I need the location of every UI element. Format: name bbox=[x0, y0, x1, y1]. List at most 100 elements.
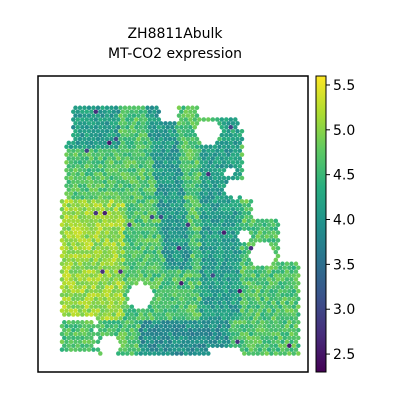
spot bbox=[208, 191, 213, 196]
spot bbox=[143, 281, 148, 286]
spot bbox=[118, 113, 123, 118]
spot bbox=[221, 253, 227, 259]
spot bbox=[68, 144, 74, 150]
spot bbox=[102, 257, 108, 263]
spot bbox=[217, 144, 222, 150]
spot bbox=[68, 183, 74, 189]
spot bbox=[118, 331, 123, 337]
spot bbox=[158, 331, 164, 337]
spot bbox=[147, 148, 153, 153]
spot bbox=[179, 187, 184, 192]
spot bbox=[257, 323, 263, 329]
spot bbox=[116, 281, 121, 286]
spot bbox=[233, 203, 238, 208]
spot bbox=[185, 144, 191, 150]
spot bbox=[183, 304, 189, 309]
spot bbox=[176, 277, 182, 282]
spot bbox=[179, 132, 184, 138]
spot bbox=[107, 242, 112, 247]
spot bbox=[158, 292, 164, 298]
spot bbox=[73, 277, 78, 282]
spot bbox=[86, 128, 92, 134]
spot bbox=[156, 125, 162, 130]
spot bbox=[138, 125, 144, 130]
spot bbox=[125, 132, 130, 138]
spot bbox=[156, 257, 162, 263]
spot bbox=[210, 265, 216, 270]
spot bbox=[264, 296, 270, 302]
spot bbox=[77, 199, 83, 204]
spot bbox=[98, 218, 103, 224]
spot bbox=[221, 269, 227, 274]
spot bbox=[131, 113, 137, 118]
spot bbox=[183, 281, 189, 286]
spot bbox=[109, 253, 114, 259]
spot bbox=[59, 277, 65, 282]
spot bbox=[248, 199, 254, 204]
spot bbox=[233, 288, 238, 294]
spot bbox=[149, 308, 155, 313]
spot bbox=[116, 195, 121, 200]
spot bbox=[176, 339, 182, 345]
spot bbox=[192, 218, 198, 224]
spot bbox=[233, 273, 238, 278]
spot bbox=[118, 292, 123, 298]
spot bbox=[185, 105, 191, 111]
spot bbox=[194, 222, 200, 228]
spot bbox=[197, 234, 202, 239]
spot bbox=[80, 320, 85, 325]
spot bbox=[86, 331, 92, 337]
spot bbox=[273, 281, 279, 286]
spot bbox=[278, 296, 283, 302]
spot bbox=[86, 136, 92, 142]
spot bbox=[138, 335, 144, 341]
spot bbox=[145, 253, 150, 259]
spot bbox=[188, 195, 193, 200]
spot bbox=[118, 308, 123, 313]
spot bbox=[179, 156, 184, 161]
spot bbox=[62, 281, 67, 286]
spot bbox=[66, 296, 72, 302]
spot bbox=[158, 300, 164, 306]
spot bbox=[215, 226, 220, 231]
spot bbox=[255, 273, 261, 278]
spot bbox=[273, 296, 279, 302]
spot bbox=[176, 331, 182, 337]
spot bbox=[224, 281, 229, 286]
spot bbox=[174, 327, 180, 333]
spot bbox=[273, 265, 279, 270]
spot bbox=[208, 253, 213, 259]
spot bbox=[239, 308, 245, 313]
spot bbox=[93, 218, 99, 224]
spot bbox=[170, 273, 175, 278]
spot bbox=[244, 199, 249, 204]
spot bbox=[206, 148, 211, 153]
spot bbox=[226, 128, 231, 134]
spot bbox=[291, 288, 297, 294]
spot bbox=[255, 281, 261, 286]
spot bbox=[131, 230, 137, 235]
spot bbox=[172, 160, 177, 165]
spot bbox=[201, 304, 207, 309]
spot bbox=[64, 214, 69, 220]
spot bbox=[120, 203, 126, 208]
spot bbox=[230, 175, 236, 181]
spot bbox=[224, 320, 229, 325]
spot bbox=[264, 288, 270, 294]
spot bbox=[84, 257, 90, 263]
spot bbox=[165, 164, 171, 169]
spot bbox=[203, 230, 209, 235]
spot bbox=[84, 335, 90, 341]
spot bbox=[192, 296, 198, 302]
spot bbox=[158, 316, 164, 321]
spot bbox=[181, 206, 186, 212]
spot bbox=[80, 195, 85, 200]
spot bbox=[215, 187, 220, 192]
spot bbox=[181, 175, 186, 181]
spot bbox=[192, 312, 198, 317]
spot bbox=[143, 218, 148, 224]
spot bbox=[239, 206, 245, 212]
spot bbox=[66, 265, 72, 270]
spot bbox=[201, 273, 207, 278]
spot bbox=[163, 292, 168, 298]
